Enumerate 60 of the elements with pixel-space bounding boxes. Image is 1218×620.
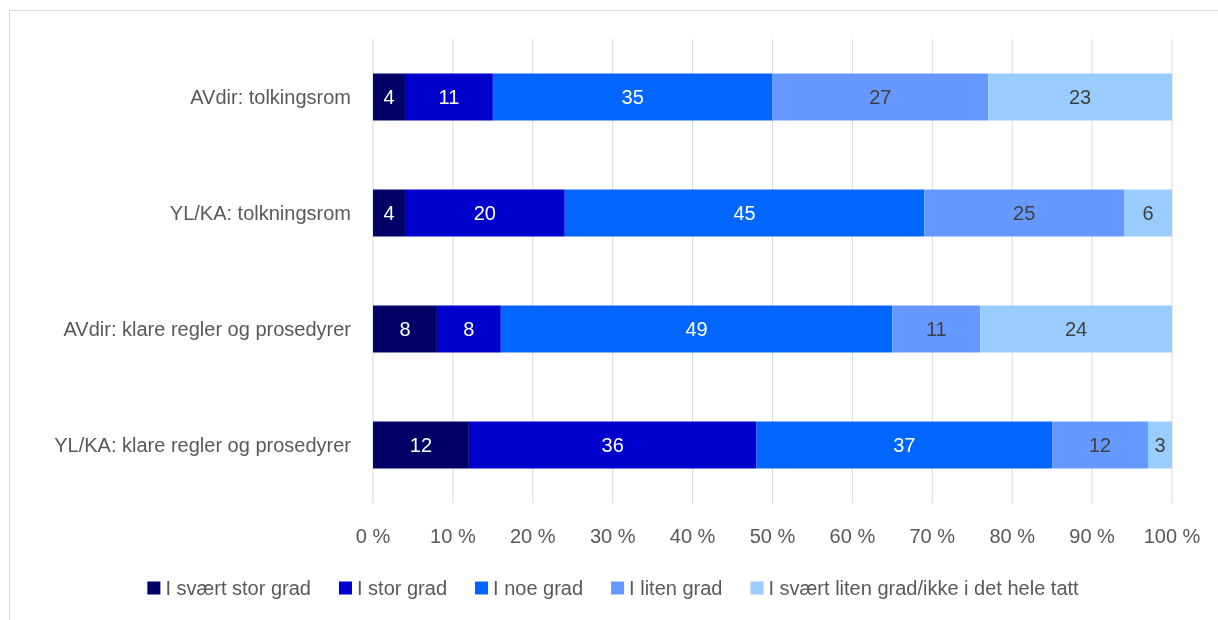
bar: [373, 305, 437, 353]
bar: [404, 189, 565, 237]
bar: [373, 73, 405, 121]
bar: [772, 73, 989, 121]
bar: [500, 305, 893, 353]
bar: [468, 421, 757, 469]
x-tick-label: 70 %: [909, 525, 956, 547]
data-label: 35: [621, 86, 644, 108]
data-label: 36: [601, 434, 624, 456]
y-tick-label: AVdir: tolkingsrom: [190, 86, 351, 108]
data-label: 8: [463, 318, 475, 340]
data-label: 24: [1064, 318, 1088, 340]
bar: [492, 73, 773, 121]
x-tick-label: 60 %: [829, 525, 876, 547]
y-tick-label: YL/KA: tolkningsrom: [169, 202, 351, 224]
x-tick-label: 90 %: [1069, 525, 1116, 547]
bar: [1124, 189, 1172, 237]
data-label: 6: [1142, 202, 1154, 224]
legend-label: I svært liten grad/ikke i det hele tatt: [768, 577, 1080, 599]
bar: [404, 73, 493, 121]
data-label: 27: [869, 86, 892, 108]
bar: [756, 421, 1053, 469]
bar: [1052, 421, 1149, 469]
data-label: 23: [1068, 86, 1092, 108]
data-label: 37: [893, 434, 916, 456]
x-tick-label: 30 %: [589, 525, 636, 547]
data-label: 45: [733, 202, 756, 224]
x-tick-label: 80 %: [989, 525, 1036, 547]
x-tick-label: 50 %: [749, 525, 796, 547]
legend-label: I noe grad: [493, 577, 584, 599]
data-label: 3: [1154, 434, 1166, 456]
legend-label: I liten grad: [629, 577, 723, 599]
bar: [892, 305, 981, 353]
x-tick-label: 100 %: [1143, 525, 1201, 547]
data-label: 4: [383, 202, 395, 224]
data-label: 12: [409, 434, 433, 456]
bar: [980, 305, 1172, 353]
y-tick-label: YL/KA: klare regler og prosedyrer: [54, 434, 352, 456]
data-label: 4: [383, 86, 395, 108]
data-label: 11: [438, 86, 460, 108]
bar: [373, 421, 469, 469]
bar: [436, 305, 501, 353]
x-tick-label: 20 %: [510, 525, 556, 547]
data-label: 11: [925, 318, 947, 340]
bar: [564, 189, 925, 237]
bar: [1148, 421, 1172, 469]
x-tick-label: 10 %: [430, 525, 476, 547]
legend-label: I stor grad: [356, 577, 448, 599]
data-label: 8: [399, 318, 411, 340]
data-label: 25: [1013, 202, 1036, 224]
bar: [924, 189, 1125, 237]
x-tick-label: 40 %: [669, 525, 716, 547]
legend-label: I svært stor grad: [165, 577, 311, 599]
y-tick-label: AVdir: klare regler og prosedyrer: [63, 318, 352, 340]
bar: [988, 73, 1172, 121]
data-label: 20: [473, 202, 496, 224]
data-label: 12: [1088, 434, 1112, 456]
bar: [373, 189, 405, 237]
data-label: 49: [685, 318, 708, 340]
x-tick-label: 0 %: [355, 525, 391, 547]
